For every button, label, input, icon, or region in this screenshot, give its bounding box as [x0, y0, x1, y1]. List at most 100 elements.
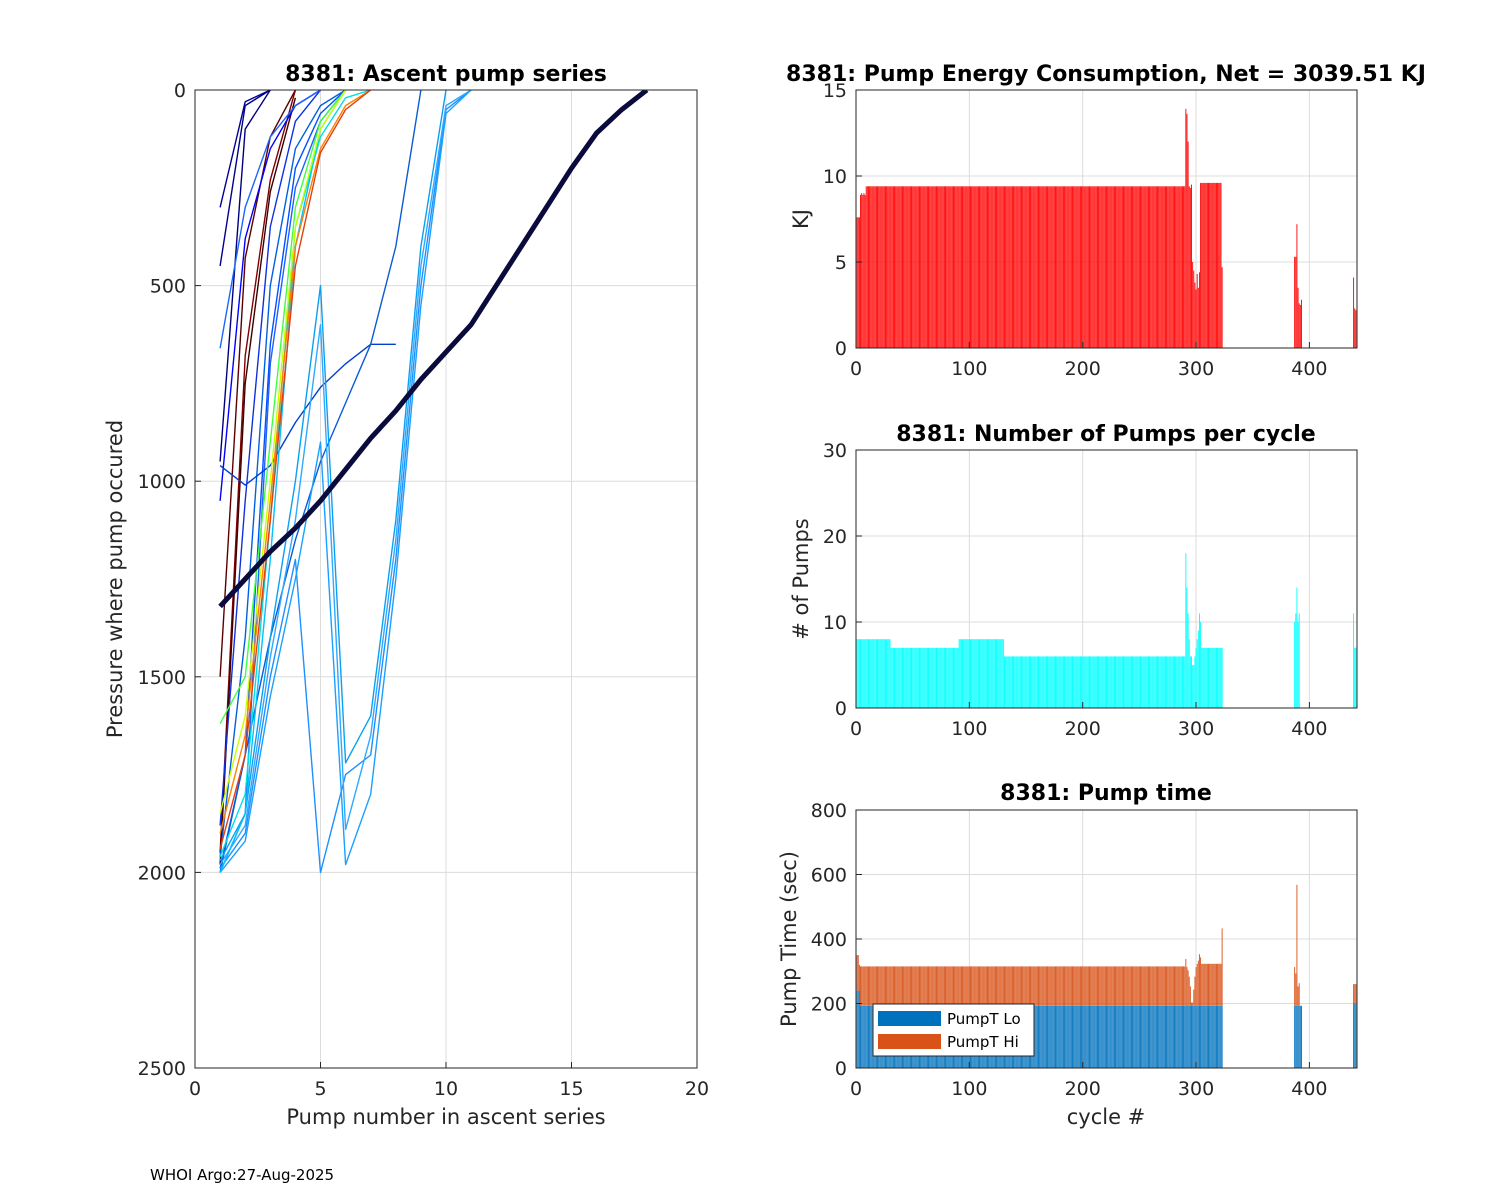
- bar: [954, 186, 955, 348]
- bar: [1003, 186, 1004, 348]
- bar-pumpt-hi: [972, 966, 973, 1005]
- bar-pumpt-lo: [1140, 1006, 1141, 1068]
- bar: [1207, 183, 1208, 348]
- bar: [1201, 183, 1202, 348]
- bar: [1040, 186, 1041, 348]
- bar-pumpt-hi: [862, 966, 863, 1005]
- bar: [1189, 186, 1190, 348]
- bar: [902, 186, 903, 348]
- bar: [946, 648, 947, 708]
- bar: [914, 648, 915, 708]
- bar: [1130, 186, 1131, 348]
- bar: [979, 639, 980, 708]
- bar: [1165, 186, 1166, 348]
- bar: [981, 186, 982, 348]
- bar-pumpt-hi: [1031, 966, 1032, 1005]
- bar-pumpt-hi: [894, 966, 895, 1005]
- bar: [1190, 656, 1191, 708]
- bar-pumpt-lo: [1108, 1006, 1109, 1068]
- bar: [988, 186, 989, 348]
- bar-pumpt-hi: [874, 966, 875, 1005]
- bar: [1009, 186, 1010, 348]
- bar: [969, 639, 970, 708]
- bar-pumpt-hi: [1177, 966, 1178, 1005]
- bar-pumpt-hi: [1117, 966, 1118, 1005]
- bar-pumpt-hi: [1044, 966, 1045, 1005]
- bar-pumpt-hi: [1217, 964, 1218, 1006]
- bar-pumpt-hi: [901, 966, 902, 1005]
- bar-pumpt-hi: [946, 966, 947, 1005]
- bar: [1124, 656, 1125, 708]
- bar-pumpt-hi: [1298, 986, 1299, 1005]
- bar: [928, 648, 929, 708]
- bar: [1052, 186, 1053, 348]
- bar: [1301, 300, 1302, 348]
- bar: [880, 639, 881, 708]
- bar: [934, 648, 935, 708]
- bar-pumpt-hi: [983, 966, 984, 1005]
- bar: [1002, 186, 1003, 348]
- bar-pumpt-hi: [931, 966, 932, 1005]
- bar: [1137, 186, 1138, 348]
- bar-pumpt-hi: [890, 966, 891, 1005]
- bar: [993, 186, 994, 348]
- energy-ylabel: KJ: [789, 209, 813, 229]
- bar: [995, 186, 996, 348]
- bar: [1217, 183, 1218, 348]
- bar: [1196, 648, 1197, 708]
- bar: [1115, 656, 1116, 708]
- bar: [1170, 656, 1171, 708]
- bar-pumpt-lo: [1138, 1006, 1139, 1068]
- bar: [951, 186, 952, 348]
- bar: [1003, 639, 1004, 708]
- bar: [1136, 186, 1137, 348]
- bar-pumpt-hi: [1045, 966, 1046, 1005]
- bar-pumpt-hi: [938, 966, 939, 1005]
- bar: [1205, 648, 1206, 708]
- bar: [1027, 186, 1028, 348]
- bar-pumpt-hi: [1188, 970, 1189, 1006]
- bar: [1176, 656, 1177, 708]
- bar: [1072, 656, 1073, 708]
- x-tick-label: 15: [559, 1078, 583, 1100]
- bar-pumpt-lo: [1154, 1006, 1155, 1068]
- bar-pumpt-hi: [888, 966, 889, 1005]
- bar-pumpt-lo: [1070, 1006, 1071, 1068]
- bar: [1041, 656, 1042, 708]
- bar-pumpt-hi: [887, 966, 888, 1005]
- bar: [1131, 656, 1132, 708]
- bar: [924, 186, 925, 348]
- bar: [1126, 656, 1127, 708]
- bar-pumpt-hi: [1216, 964, 1217, 1006]
- bar-pumpt-hi: [1146, 966, 1147, 1005]
- bar: [860, 195, 861, 348]
- bar: [1219, 183, 1220, 348]
- y-tick-label: 20: [823, 526, 847, 548]
- bar-pumpt-lo: [859, 991, 860, 1068]
- bar: [1037, 656, 1038, 708]
- bar: [964, 639, 965, 708]
- bar: [981, 639, 982, 708]
- bar: [888, 186, 889, 348]
- bar: [1202, 648, 1203, 708]
- bar: [1039, 656, 1040, 708]
- bar-pumpt-hi: [958, 966, 959, 1005]
- bar-pumpt-hi: [964, 966, 965, 1005]
- bar: [933, 648, 934, 708]
- bar: [1080, 656, 1081, 708]
- bar: [976, 186, 977, 348]
- bar-pumpt-lo: [1063, 1006, 1064, 1068]
- bar-pumpt-lo: [1106, 1006, 1107, 1068]
- bar: [1160, 656, 1161, 708]
- bar: [968, 639, 969, 708]
- bar: [1121, 186, 1122, 348]
- bar: [947, 648, 948, 708]
- bar: [1044, 656, 1045, 708]
- bar: [960, 639, 961, 708]
- bar: [1154, 186, 1155, 348]
- bar-pumpt-lo: [1113, 1006, 1114, 1068]
- bar: [1046, 186, 1047, 348]
- bar-pumpt-hi: [1087, 966, 1088, 1005]
- bar-pumpt-hi: [1112, 966, 1113, 1005]
- bar-pumpt-hi: [1154, 966, 1155, 1005]
